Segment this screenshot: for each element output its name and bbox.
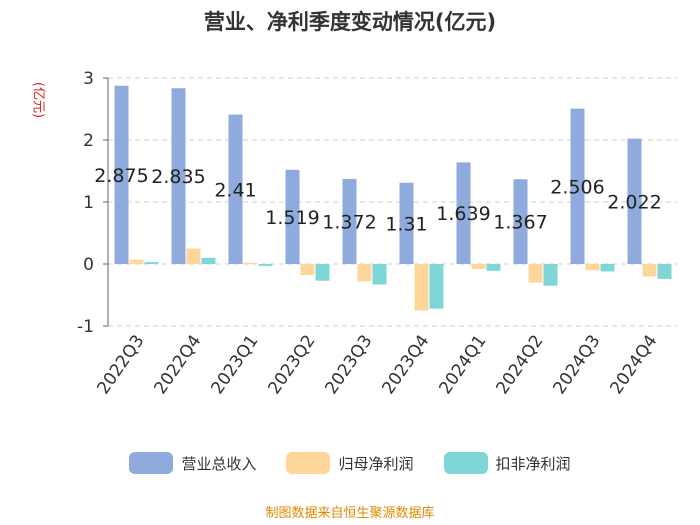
- bar-3: [429, 264, 444, 309]
- data-label: 2.506: [550, 176, 604, 198]
- x-tick-label: 2023Q3: [322, 331, 377, 398]
- bar-1: [399, 182, 414, 264]
- bar-2: [300, 264, 315, 276]
- data-label: 2.022: [607, 191, 661, 213]
- y-tick-label: -1: [77, 317, 94, 337]
- bar-1: [456, 162, 471, 264]
- legend-item[interactable]: 归母净利润: [286, 452, 414, 474]
- bar-3: [657, 264, 672, 279]
- bar-1: [342, 178, 357, 264]
- y-tick-label: 1: [83, 193, 94, 213]
- legend-label: 归母净利润: [338, 454, 414, 473]
- data-label: 2.875: [94, 165, 148, 187]
- bar-1: [114, 85, 129, 264]
- bar-2: [642, 264, 657, 277]
- data-label: 2.835: [151, 166, 205, 188]
- x-tick-label: 2022Q4: [151, 331, 206, 398]
- x-tick-label: 2022Q3: [94, 331, 149, 398]
- legend: 营业总收入 归母净利润 扣非净利润: [0, 452, 700, 474]
- bar-2: [414, 264, 429, 311]
- x-tick-label: 2023Q1: [208, 331, 263, 398]
- data-label: 1.372: [322, 211, 376, 233]
- x-tick-label: 2024Q4: [607, 331, 662, 398]
- data-label: 1.367: [493, 212, 547, 234]
- bar-2: [243, 262, 258, 264]
- legend-item[interactable]: 营业总收入: [129, 452, 256, 474]
- legend-label: 扣非净利润: [495, 454, 571, 473]
- x-tick-label: 2024Q3: [550, 331, 605, 398]
- bar-2: [186, 248, 201, 264]
- legend-swatch: [286, 452, 331, 474]
- data-label: 2.41: [214, 179, 256, 201]
- bar-3: [543, 264, 558, 286]
- bar-3: [258, 264, 273, 266]
- bar-1: [228, 114, 243, 264]
- data-label: 1.639: [436, 203, 490, 225]
- legend-swatch: [443, 452, 488, 474]
- bar-2: [129, 259, 144, 264]
- bar-2: [471, 264, 486, 269]
- y-tick-label: 0: [83, 255, 94, 275]
- chart-title: 营业、净利季度变动情况(亿元): [203, 10, 497, 34]
- bar-3: [486, 264, 501, 271]
- legend-swatch: [129, 452, 174, 474]
- bar-3: [201, 257, 216, 264]
- bar-1: [513, 179, 528, 264]
- bar-3: [600, 264, 615, 272]
- x-tick-label: 2023Q2: [265, 331, 320, 398]
- bar-2: [528, 264, 543, 283]
- bar-3: [372, 264, 387, 285]
- bar-1: [285, 169, 300, 264]
- data-label: 1.31: [385, 213, 427, 235]
- legend-label: 营业总收入: [181, 454, 257, 473]
- y-tick-label: 2: [83, 131, 94, 151]
- x-tick-label: 2023Q4: [379, 331, 434, 398]
- bar-2: [357, 264, 372, 282]
- data-label: 1.519: [265, 207, 319, 229]
- y-tick-label: 3: [83, 69, 94, 89]
- bar-1: [627, 138, 642, 264]
- bar-1: [570, 108, 585, 265]
- x-tick-label: 2024Q1: [436, 331, 491, 398]
- x-tick-label: 2024Q2: [493, 331, 548, 398]
- bar-2: [585, 264, 600, 271]
- source-note: 制图数据来自恒生聚源数据库: [265, 506, 435, 521]
- bar-1: [171, 88, 186, 264]
- legend-item[interactable]: 扣非净利润: [443, 452, 571, 474]
- bar-3: [315, 264, 330, 281]
- bar-3: [144, 262, 159, 264]
